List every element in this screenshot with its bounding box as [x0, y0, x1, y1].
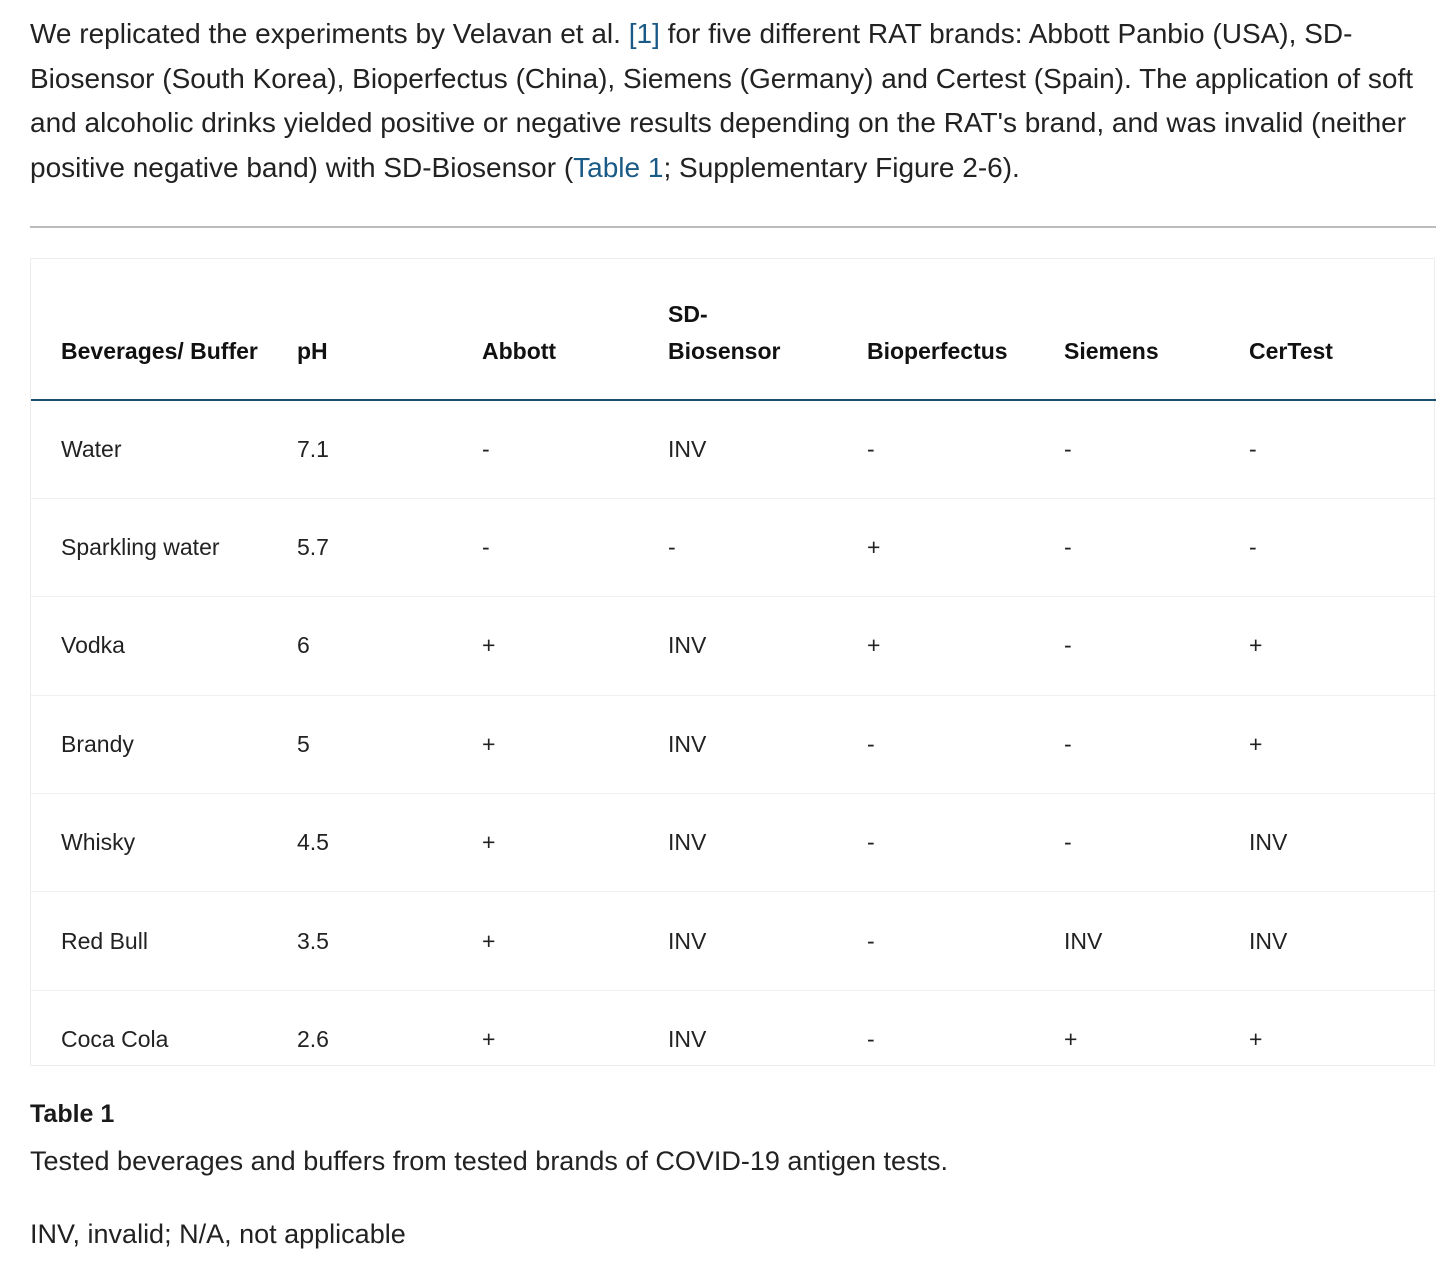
ph-cell: 2.6 — [297, 1026, 329, 1053]
result-cell: + — [482, 695, 668, 795]
table-link[interactable]: Table 1 — [573, 151, 664, 183]
result-cell: - — [867, 891, 1064, 991]
header-ph: pH — [297, 259, 482, 401]
table-footnote: INV, invalid; N/A, not applicable — [30, 1219, 406, 1249]
table-row: Sparkling water 5.7- - + - - — [31, 498, 1436, 598]
results-table: Beverages/ Buffer pH Abbott SD- Biosensor Bi… — [31, 259, 1436, 1089]
beverage-name-cell: Whisky — [31, 793, 297, 893]
result-cell: INV — [668, 891, 867, 991]
result-cell: INV — [1249, 891, 1436, 991]
result-cell: INV — [668, 695, 867, 795]
table-header-row: Beverages/ Buffer pH Abbott SD- Biosensor Bi… — [31, 259, 1436, 401]
table-caption-title: Table 1 — [30, 1100, 115, 1128]
result-cell: + — [482, 891, 668, 991]
result-cell: + — [482, 793, 668, 893]
header-beverages: Beverages/ Buffer — [31, 259, 297, 401]
header-sd-biosensor: SD- Biosensor — [668, 259, 867, 401]
result-cell: - — [1064, 793, 1249, 893]
result-cell: INV — [668, 793, 867, 893]
result-cell: - — [1249, 400, 1436, 499]
header-bioperfectus: Bioperfectus — [867, 259, 1064, 401]
result-cell: - — [1249, 498, 1436, 598]
result-cell: + — [482, 596, 668, 696]
beverage-name-cell: Brandy — [31, 695, 297, 795]
ph-cell: 6 — [297, 596, 482, 696]
header-siemens: Siemens — [1064, 259, 1249, 401]
result-cell: + — [482, 1026, 496, 1053]
ph-cell: 4.5 — [297, 793, 482, 893]
result-cell: - — [482, 498, 668, 598]
result-cell: - — [867, 400, 1064, 499]
intro-text-2: for five different RAT brands: Abbott Pa… — [30, 18, 1414, 183]
result-cell: INV — [1064, 891, 1249, 991]
table-row: Whisky 4.5 + INV - - INV — [31, 793, 1436, 893]
table-row: Coca Cola 2.6 + INV - + + — [31, 990, 1436, 1088]
results-table-container: Beverages/ Buffer pH Abbott SD- Biosensor Bi… — [30, 258, 1436, 1066]
intro-text-3: ; Supplementary Figure 2-6). — [663, 151, 1020, 183]
beverage-name-cell: Vodka — [31, 596, 297, 696]
beverage-name-cell: Sparkling water — [31, 498, 297, 598]
ph-cell: 5.7 — [297, 498, 482, 598]
result-cell: INV — [1249, 793, 1436, 893]
ph-cell: 5 — [297, 695, 482, 795]
table-row: Red Bull 3.5 + INV - INV INV — [31, 891, 1436, 991]
result-cell: INV — [668, 596, 867, 696]
table-row: Water 7.1- INV - - - — [31, 400, 1436, 499]
result-cell: - — [1064, 695, 1249, 795]
section-divider — [30, 226, 1436, 228]
intro-paragraph: We replicated the experiments by Velavan… — [30, 12, 1440, 190]
result-cell: + — [1249, 596, 1436, 696]
result-cell: - — [1064, 400, 1249, 499]
reference-link[interactable]: [1] — [628, 18, 660, 49]
table-row: Brandy 5 + INV - - + — [31, 695, 1436, 795]
beverage-name-cell: Coca Cola — [61, 1026, 169, 1053]
result-cell: + — [867, 498, 1064, 598]
result-cell: - — [867, 1026, 875, 1053]
result-cell: + — [1249, 1026, 1263, 1053]
ph-cell: 7.1 — [297, 400, 482, 499]
intro-text-1: We replicated the experiments by Velavan… — [30, 18, 629, 49]
result-cell: - — [1064, 596, 1249, 696]
result-cell: + — [1249, 695, 1436, 795]
table-body: Water 7.1- INV - - - Sparkling water 5.7- - + - - Vo… — [31, 400, 1436, 1089]
result-cell: INV — [668, 1026, 707, 1053]
result-cell: INV — [668, 400, 867, 499]
table-caption-text: Tested beverages and buffers from tested… — [30, 1146, 949, 1176]
result-cell: - — [867, 793, 1064, 893]
result-cell: + — [1064, 1026, 1078, 1053]
result-cell: - — [867, 695, 1064, 795]
beverage-name-cell: Water — [31, 400, 297, 499]
header-certest: CerTest — [1249, 259, 1436, 401]
table-row: Vodka 6 + INV + - + — [31, 596, 1436, 696]
beverage-name-cell: Red Bull — [31, 891, 297, 991]
result-cell: - — [668, 498, 867, 598]
ph-cell: 3.5 — [297, 891, 482, 991]
result-cell: - — [1064, 498, 1249, 598]
header-abbott: Abbott — [482, 259, 668, 401]
result-cell: + — [867, 596, 1064, 696]
result-cell: - — [482, 400, 668, 499]
